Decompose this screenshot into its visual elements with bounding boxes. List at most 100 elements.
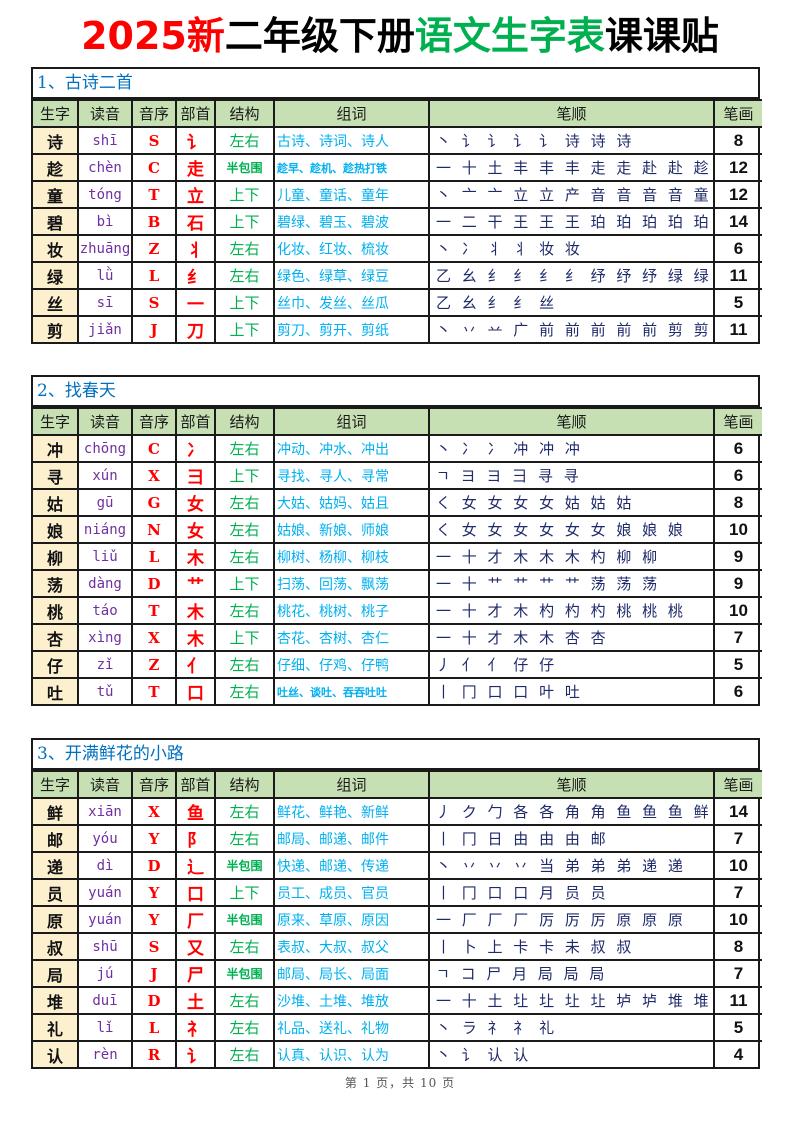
- stroke-count-cell: 5: [713, 650, 762, 679]
- char-cell: 趁: [33, 153, 79, 182]
- words-cell: 绿色、绿草、绿豆: [273, 261, 430, 290]
- table-row: 趁 chèn C 走半包围 趁早、趁机、趁热打铁一 十 土 丰 丰 丰 走 走 赴 赴 …: [33, 153, 762, 182]
- initial-cell: B: [131, 207, 177, 236]
- pinyin-cell: zǐ: [77, 650, 133, 679]
- structure-cell: 上下: [214, 461, 275, 490]
- stroke-order-cell: 丿 亻 亻 仔 仔: [428, 650, 715, 679]
- words-cell: 原来、草原、原因: [273, 905, 430, 934]
- column-header: 笔画: [713, 770, 762, 799]
- initial-cell: L: [131, 542, 177, 571]
- words-cell: 冲动、冲水、冲出: [273, 434, 430, 463]
- pinyin-cell: lǐ: [77, 1013, 133, 1042]
- stroke-order-cell: 一 二 干 王 王 王 珀 珀 珀 珀 珀 碧 碧 碧: [428, 207, 715, 236]
- column-header: 读音: [77, 407, 133, 436]
- column-header: 部首: [175, 99, 216, 128]
- radical-cell: 口: [175, 878, 216, 907]
- column-header: 笔画: [713, 407, 762, 436]
- pinyin-cell: shī: [77, 126, 133, 155]
- column-header: 组词: [273, 770, 430, 799]
- structure-cell: 左右: [214, 261, 275, 290]
- radical-cell: 木: [175, 542, 216, 571]
- stroke-order-cell: 乙 幺 纟 纟 丝: [428, 288, 715, 317]
- char-cell: 认: [33, 1040, 79, 1067]
- radical-cell: 阝: [175, 824, 216, 853]
- char-cell: 杏: [33, 623, 79, 652]
- stroke-order-cell: 一 十 土 丰 丰 丰 走 走 赴 赴 趁 趁: [428, 153, 715, 182]
- title-grade: 二年级下册: [224, 14, 415, 58]
- initial-cell: C: [131, 434, 177, 463]
- vocab-section-3: 3、开满鲜花的小路 生字 读音 音序 部首 结构 组词 笔顺 笔画鲜 xiān X 鱼左右 鲜花、鲜艳、…: [31, 738, 762, 1069]
- stroke-order-cell: 丶 丷 丷 丷 当 弟 弟 弟 递 递: [428, 851, 715, 880]
- initial-cell: J: [131, 315, 177, 342]
- words-cell: 剪刀、剪开、剪纸: [273, 315, 430, 342]
- initial-cell: D: [131, 569, 177, 598]
- stroke-order-cell: 乙 幺 纟 纟 纟 纟 纾 纾 纾 绿 绿: [428, 261, 715, 290]
- initial-cell: L: [131, 1013, 177, 1042]
- structure-cell: 上下: [214, 878, 275, 907]
- structure-cell: 上下: [214, 569, 275, 598]
- stroke-count-cell: 6: [713, 434, 762, 463]
- pinyin-cell: xìng: [77, 623, 133, 652]
- initial-cell: G: [131, 488, 177, 517]
- char-cell: 礼: [33, 1013, 79, 1042]
- vocab-table: 生字 读音 音序 部首 结构 组词 笔顺 笔画诗 shī S 讠左右 古诗、诗词、诗人丶 讠 讠 讠 …: [33, 99, 762, 342]
- initial-cell: T: [131, 596, 177, 625]
- structure-cell: 半包围: [214, 851, 275, 880]
- radical-cell: 尸: [175, 959, 216, 988]
- structure-cell: 左右: [214, 986, 275, 1015]
- title-year: 2025新: [81, 14, 225, 58]
- words-cell: 碧绿、碧玉、碧波: [273, 207, 430, 236]
- char-cell: 局: [33, 959, 79, 988]
- stroke-count-cell: 10: [713, 596, 762, 625]
- radical-cell: 土: [175, 986, 216, 1015]
- char-cell: 荡: [33, 569, 79, 598]
- initial-cell: L: [131, 261, 177, 290]
- table-row: 绿 lǜ L 纟左右 绿色、绿草、绿豆乙 幺 纟 纟 纟 纟 纾 纾 纾 绿 绿 11: [33, 261, 762, 290]
- radical-cell: 厂: [175, 905, 216, 934]
- initial-cell: X: [131, 797, 177, 826]
- stroke-count-cell: 10: [713, 515, 762, 544]
- words-cell: 鲜花、鲜艳、新鲜: [273, 797, 430, 826]
- stroke-count-cell: 12: [713, 153, 762, 182]
- stroke-order-cell: 一 十 才 木 木 木 杓 柳 柳: [428, 542, 715, 571]
- radical-cell: 木: [175, 596, 216, 625]
- pinyin-cell: rèn: [77, 1040, 133, 1067]
- initial-cell: S: [131, 932, 177, 961]
- radical-cell: 女: [175, 488, 216, 517]
- stroke-order-cell: 一 十 才 木 杓 杓 杓 桃 桃 桃: [428, 596, 715, 625]
- stroke-order-cell: 丨 冂 口 口 月 员 员: [428, 878, 715, 907]
- pinyin-cell: bì: [77, 207, 133, 236]
- column-header: 生字: [33, 99, 79, 128]
- stroke-count-cell: 8: [713, 932, 762, 961]
- radical-cell: 冫: [175, 434, 216, 463]
- stroke-order-cell: 丶 ラ 礻 礻 礼: [428, 1013, 715, 1042]
- pinyin-cell: liǔ: [77, 542, 133, 571]
- char-cell: 剪: [33, 315, 79, 342]
- stroke-count-cell: 6: [713, 234, 762, 263]
- pinyin-cell: xún: [77, 461, 133, 490]
- structure-cell: 左右: [214, 677, 275, 704]
- stroke-order-cell: 一 十 才 木 木 杏 杏: [428, 623, 715, 652]
- initial-cell: R: [131, 1040, 177, 1067]
- stroke-count-cell: 11: [713, 315, 762, 342]
- char-cell: 柳: [33, 542, 79, 571]
- char-cell: 递: [33, 851, 79, 880]
- section-title: 2、找春天: [33, 377, 758, 407]
- stroke-count-cell: 8: [713, 488, 762, 517]
- radical-cell: 辶: [175, 851, 216, 880]
- vocab-table: 生字 读音 音序 部首 结构 组词 笔顺 笔画鲜 xiān X 鱼左右 鲜花、鲜艳、新鲜丿 ク 勹 各…: [33, 770, 762, 1067]
- radical-cell: 一: [175, 288, 216, 317]
- structure-cell: 左右: [214, 234, 275, 263]
- pinyin-cell: shū: [77, 932, 133, 961]
- radical-cell: 礻: [175, 1013, 216, 1042]
- stroke-order-cell: 丨 卜 上 卡 卡 未 叔 叔: [428, 932, 715, 961]
- stroke-count-cell: 11: [713, 261, 762, 290]
